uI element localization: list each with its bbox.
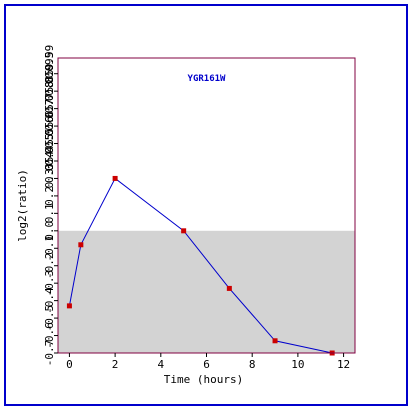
y-tick-label: -0.6 (43, 322, 56, 349)
x-tick-label: 2 (112, 358, 119, 371)
data-point (272, 338, 278, 344)
y-tick-label: 0.35 (43, 156, 56, 183)
data-point (78, 242, 84, 248)
data-point (226, 285, 232, 291)
y-tick-label: 0.5 (43, 134, 56, 154)
y-tick-label: 0.2 (43, 186, 56, 206)
y-tick-label: 0.6 (43, 116, 56, 136)
x-tick-label: 8 (249, 358, 256, 371)
y-tick-label: 0.6 (43, 116, 56, 136)
y-tick-label: 0.9 (43, 64, 56, 84)
y-tick-label: -0.4 (43, 287, 56, 314)
y-tick-label: 0.3 (43, 169, 56, 189)
y-tick-label: 0.55 (43, 122, 56, 149)
x-axis-title: Time (hours) (164, 373, 243, 386)
x-tick-label: 12 (337, 358, 350, 371)
data-point (181, 228, 187, 234)
y-tick-label: 0.0 (43, 221, 56, 241)
y-tick-label: 0.7 (43, 99, 56, 119)
y-tick-label: 0.9 (43, 64, 56, 84)
y-tick-label: 0.95 (43, 52, 56, 79)
y-tick-label: -0.1 (43, 235, 56, 262)
x-tick-label: 0 (66, 358, 73, 371)
y-tick-label: 0.7 (43, 99, 56, 119)
x-tick-label: 4 (157, 358, 164, 371)
y-tick-label: -0.2 (43, 252, 56, 279)
y-tick-label: 0.4 (43, 151, 56, 171)
x-tick-label: 6 (203, 358, 210, 371)
y-tick-label: 0.99 (43, 45, 56, 72)
y-tick-label: 0.4 (43, 151, 56, 171)
data-point (112, 175, 118, 181)
y-axis-title: log2(ratio) (16, 169, 29, 242)
x-tick-label: 10 (291, 358, 304, 371)
y-tick-label: 0.85 (43, 69, 56, 96)
y-tick-label: 0.5 (43, 134, 56, 154)
y-tick-label: -0.3 (43, 270, 56, 297)
y-tick-label: 0.45 (43, 139, 56, 166)
chart-title: YGR161W (188, 74, 227, 84)
y-tick-label: -0.7 (43, 340, 56, 367)
y-tick-label: -0.5 (43, 305, 56, 332)
y-tick-label: 0.8 (43, 81, 56, 101)
y-tick-label: 0.65 (43, 104, 56, 131)
y-tick-label: 0.1 (43, 203, 56, 223)
y-tick-label: 0.8 (43, 81, 56, 101)
y-tick-label: 0.75 (43, 87, 56, 114)
data-point (66, 303, 72, 309)
shaded-band (58, 230, 355, 353)
